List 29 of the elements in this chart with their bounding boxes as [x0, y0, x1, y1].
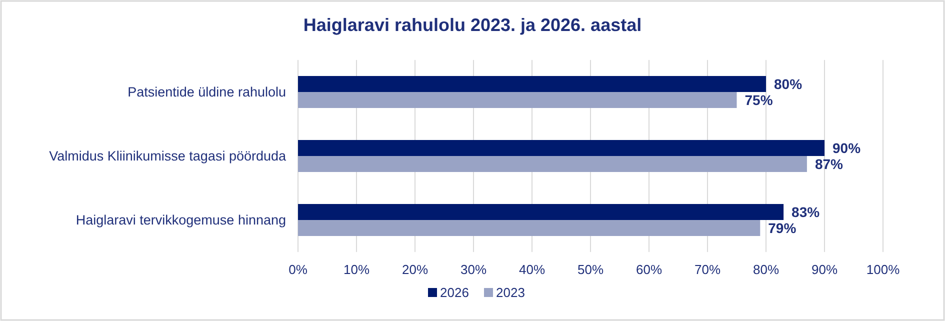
legend-label: 2026: [440, 285, 469, 300]
x-tick-label: 60%: [636, 262, 662, 277]
chart-title: Haiglaravi rahulolu 2023. ja 2026. aastal: [303, 15, 642, 35]
y-tick-label: Haiglaravi tervikkogemuse hinnang: [76, 212, 286, 228]
data-label: 90%: [832, 140, 862, 156]
bar: [298, 156, 807, 172]
x-tick-label: 40%: [518, 262, 546, 277]
y-tick-label: Valmidus Kliinikumisse tagasi pöörduda: [49, 148, 286, 164]
bar: [298, 220, 760, 236]
bar: [298, 76, 766, 92]
x-tick-label: 20%: [402, 262, 428, 277]
x-tick-label: 90%: [811, 262, 838, 277]
data-label: 87%: [814, 156, 844, 172]
legend-label: 2023: [496, 285, 525, 300]
bar: [298, 140, 824, 156]
data-label: 79%: [768, 220, 797, 236]
data-label: 80%: [774, 76, 803, 92]
data-label: 75%: [744, 92, 774, 108]
y-tick-label: Patsientide üldine rahulolu: [128, 84, 286, 100]
x-tick-label: 80%: [752, 262, 780, 277]
x-tick-label: 100%: [866, 262, 900, 277]
x-tick-label: 30%: [460, 262, 487, 277]
x-tick-label: 0%: [288, 262, 308, 277]
x-tick-label: 50%: [577, 262, 604, 277]
x-tick-label: 70%: [694, 262, 721, 277]
bar: [298, 204, 784, 220]
bar: [298, 92, 737, 108]
data-label: 83%: [792, 204, 820, 220]
x-tick-label: 10%: [343, 262, 370, 277]
